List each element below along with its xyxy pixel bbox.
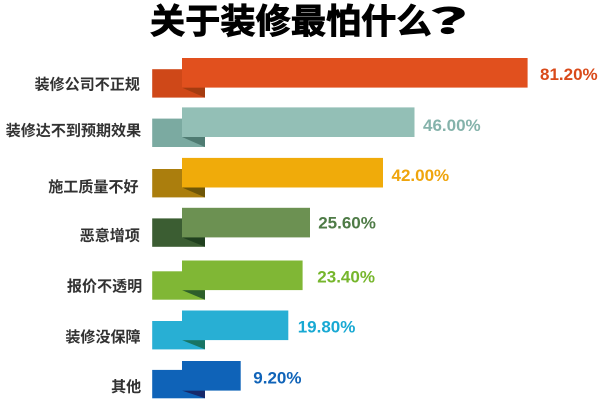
svg-text:23.40%: 23.40% — [317, 267, 375, 286]
svg-text:9.20%: 9.20% — [253, 369, 301, 388]
svg-text:42.00%: 42.00% — [392, 166, 450, 185]
svg-text:81.20%: 81.20% — [540, 65, 598, 84]
svg-text:25.60%: 25.60% — [318, 214, 376, 233]
svg-text:19.80%: 19.80% — [298, 317, 356, 336]
svg-text:46.00%: 46.00% — [423, 116, 481, 135]
